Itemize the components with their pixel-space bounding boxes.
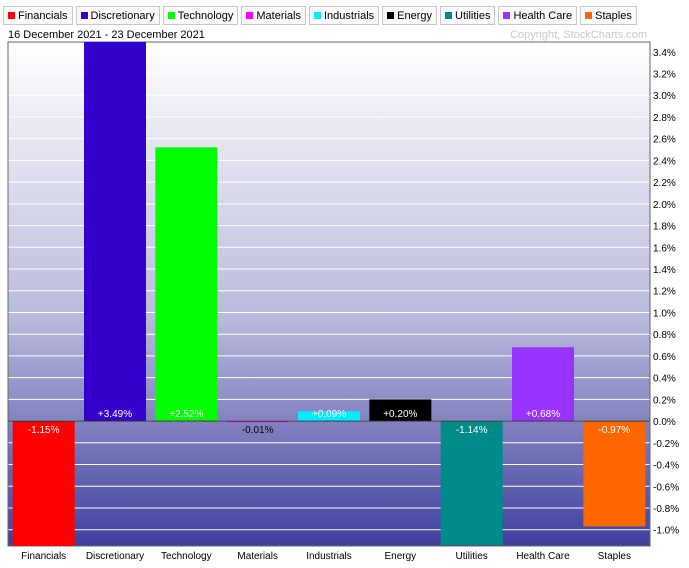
legend-item-industrials: Industrials: [309, 6, 380, 25]
bar-financials: [12, 421, 75, 546]
y-tick-label: 0.6%: [653, 352, 676, 363]
data-label-utilities: -1.14%: [456, 425, 488, 436]
legend-item-staples: Staples: [580, 6, 637, 25]
y-tick-label: 2.2%: [653, 178, 676, 189]
y-tick-label: 1.6%: [653, 243, 676, 254]
legend-swatch: [167, 12, 175, 19]
legend: Financials Discretionary Technology Materia…: [3, 6, 637, 26]
x-tick-label-discretionary: Discretionary: [86, 551, 144, 562]
data-label-industrials: +0.09%: [312, 409, 346, 420]
legend-item-energy: Energy: [382, 6, 437, 25]
bar-health-care: [512, 347, 574, 422]
plot-border: [7, 41, 651, 547]
y-tick-label: -0.2%: [653, 439, 679, 450]
bar-discretionary: [84, 42, 146, 422]
y-tick-label: 1.4%: [653, 265, 676, 276]
legend-swatch: [445, 12, 452, 19]
copyright-text: Copyright, StockCharts.com: [510, 29, 647, 41]
y-tick-label: 2.4%: [653, 156, 676, 167]
legend-item-health-care: Health Care: [498, 6, 578, 25]
legend-label: Staples: [595, 9, 632, 22]
x-tick-label-technology: Technology: [161, 551, 212, 562]
bar-energy: [369, 399, 432, 422]
legend-label: Energy: [397, 9, 432, 22]
legend-swatch: [8, 12, 15, 19]
data-label-staples: -0.97%: [598, 425, 630, 436]
y-tick-label: 2.0%: [653, 200, 676, 211]
x-tick-label-health-care: Health Care: [516, 551, 570, 562]
legend-swatch: [314, 12, 321, 19]
data-label-materials: -0.01%: [242, 425, 274, 436]
legend-label: Industrials: [324, 9, 375, 22]
legend-label: Health Care: [513, 9, 573, 22]
bar-utilities: [440, 421, 503, 545]
y-tick-label: -0.8%: [653, 504, 679, 515]
y-tick-label: 1.0%: [653, 308, 676, 319]
data-label-financials: -1.15%: [28, 425, 60, 436]
y-tick-label: 0.8%: [653, 330, 676, 341]
legend-label: Discretionary: [90, 9, 155, 22]
y-tick-label: -1.0%: [653, 526, 679, 537]
legend-label: Technology: [177, 9, 234, 22]
bar-industrials: [298, 411, 360, 422]
bar-technology: [155, 147, 218, 422]
date-range: 16 December 2021 - 23 December 2021: [8, 29, 205, 41]
y-tick-label: 3.0%: [653, 91, 676, 102]
y-tick-label: 0.4%: [653, 374, 676, 385]
y-tick-label: -0.6%: [653, 482, 679, 493]
legend-item-discretionary: Discretionary: [75, 6, 160, 25]
x-tick-label-industrials: Industrials: [306, 551, 352, 562]
x-tick-label-utilities: Utilities: [456, 551, 488, 562]
legend-label: Financials: [18, 9, 68, 22]
legend-swatch: [585, 12, 593, 19]
legend-swatch: [246, 12, 254, 19]
y-tick-label: 3.2%: [653, 70, 676, 81]
x-tick-label-staples: Staples: [598, 551, 631, 562]
y-tick-label: 1.2%: [653, 287, 676, 298]
x-tick-label-energy: Energy: [384, 551, 416, 562]
legend-label: Utilities: [455, 9, 491, 22]
y-tick-label: 3.4%: [653, 48, 676, 59]
y-tick-label: 2.6%: [653, 135, 676, 146]
legend-item-utilities: Utilities: [440, 6, 496, 25]
y-tick-label: 1.8%: [653, 222, 676, 233]
y-tick-label: 0.0%: [653, 417, 676, 428]
data-label-discretionary: +3.49%: [98, 409, 132, 420]
bar-materials: [226, 421, 289, 423]
y-tick-label: 0.2%: [653, 395, 676, 406]
legend-swatch: [503, 12, 511, 19]
legend-swatch: [80, 12, 88, 19]
data-label-health-care: +0.68%: [526, 409, 560, 420]
data-label-technology: +2.52%: [169, 409, 203, 420]
legend-item-financials: Financials: [3, 6, 73, 25]
x-tick-label-financials: Financials: [21, 551, 66, 562]
legend-label: Materials: [256, 9, 301, 22]
y-tick-label: -0.4%: [653, 461, 679, 472]
y-tick-label: 2.8%: [653, 113, 676, 124]
legend-swatch: [387, 12, 395, 19]
bar-staples: [583, 421, 646, 527]
x-tick-label-materials: Materials: [237, 551, 278, 562]
legend-item-technology: Technology: [162, 6, 239, 25]
data-label-energy: +0.20%: [383, 409, 417, 420]
legend-item-materials: Materials: [241, 6, 306, 25]
